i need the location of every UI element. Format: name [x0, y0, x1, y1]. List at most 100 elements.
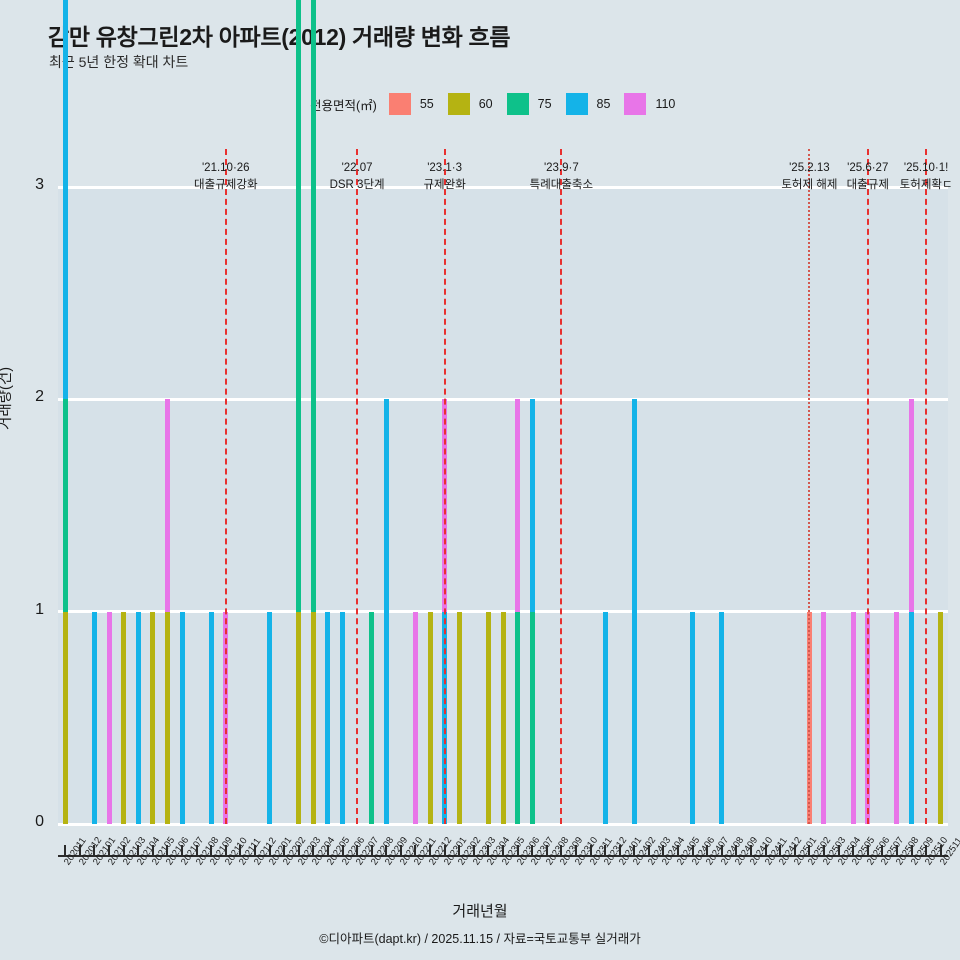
x-tick [852, 845, 855, 857]
event-marker-line [560, 149, 564, 824]
x-tick [618, 845, 621, 857]
bar-segment[interactable] [909, 611, 915, 824]
bar-segment[interactable] [383, 399, 389, 824]
bar-segment[interactable] [179, 611, 185, 824]
bar-segment[interactable] [456, 611, 462, 824]
legend-swatch-icon [624, 93, 647, 115]
x-tick [283, 845, 286, 857]
bar-segment[interactable] [106, 611, 112, 824]
x-tick [151, 845, 154, 857]
bar-segment[interactable] [135, 611, 141, 824]
y-tick-label: 1 [35, 600, 44, 618]
bar-segment[interactable] [340, 611, 345, 824]
bar-segment[interactable] [62, 399, 68, 612]
bar-segment[interactable] [121, 611, 127, 824]
event-annotation: '23.1·3 규제완화 [423, 160, 465, 194]
x-tick [706, 845, 709, 857]
event-annotation: '25.10·1! 토허제확ㄷ [900, 160, 953, 194]
legend-title: 전용면적(㎡) [310, 98, 377, 113]
x-tick [458, 845, 461, 857]
legend-item-55[interactable]: 55 [388, 93, 434, 115]
bar-segment[interactable] [515, 399, 521, 612]
event-date: '25.10·1! [903, 162, 949, 174]
x-tick [472, 845, 475, 857]
bar-segment[interactable] [485, 611, 491, 824]
event-annotation: '25.6·27 대출규제 [847, 160, 889, 194]
event-date: '21.10·26 [201, 162, 250, 174]
event-name: 토허제확ㄷ [899, 179, 953, 191]
x-tick [837, 845, 840, 857]
y-tick-label: 3 [35, 176, 44, 193]
legend-swatch-icon [447, 93, 470, 115]
event-date: '23.9·7 [543, 162, 579, 174]
x-tick [662, 845, 665, 857]
bar-segment[interactable] [850, 611, 856, 824]
bar-segment[interactable] [91, 611, 97, 824]
bar-segment[interactable] [296, 611, 302, 824]
bar-segment[interactable] [529, 399, 535, 612]
gridline-2 [58, 397, 948, 401]
legend-item-85[interactable]: 85 [565, 93, 611, 115]
legend-swatch-icon [388, 93, 411, 115]
legend-item-60[interactable]: 60 [447, 93, 493, 115]
legend-label: 85 [596, 97, 611, 111]
event-name: DSR 3단계 [329, 179, 385, 191]
bar-segment[interactable] [894, 611, 900, 824]
event-marker-line [808, 149, 812, 824]
x-tick [443, 845, 446, 857]
x-tick [326, 845, 329, 857]
bar-segment[interactable] [164, 399, 170, 612]
x-tick [137, 845, 140, 857]
bar-segment[interactable] [310, 611, 316, 824]
x-tick [822, 845, 825, 857]
event-date: '23.1·3 [427, 162, 463, 174]
x-tick [910, 845, 913, 857]
event-annotation: '25.2.13 토허제 해제 [781, 160, 837, 194]
bar-segment[interactable] [296, 0, 302, 612]
event-annotation: '21.10·26 대출규제강화 [194, 160, 257, 194]
bar-segment[interactable] [62, 611, 68, 824]
event-date: '25.6·27 [847, 162, 889, 174]
bar-segment[interactable] [631, 399, 637, 824]
gridline-0 [58, 822, 948, 826]
bar-segment[interactable] [164, 611, 170, 824]
x-tick [720, 845, 723, 857]
bar-segment[interactable] [909, 399, 915, 612]
x-tick [414, 845, 417, 857]
y-tick-label: 2 [35, 388, 44, 406]
bar-segment[interactable] [529, 611, 535, 824]
bar-segment[interactable] [150, 611, 156, 824]
legend-label: 75 [537, 97, 552, 111]
bar-segment[interactable] [602, 611, 608, 824]
x-tick [604, 845, 607, 857]
x-tick [793, 845, 796, 857]
legend-item-75[interactable]: 75 [506, 93, 552, 115]
x-tick [210, 845, 213, 857]
bar-segment[interactable] [62, 0, 68, 400]
bar-segment[interactable] [310, 0, 316, 612]
bar-segment[interactable] [325, 611, 331, 824]
bar-segment[interactable] [208, 611, 214, 824]
bar-segment[interactable] [369, 611, 375, 824]
legend-item-110[interactable]: 110 [624, 93, 675, 115]
x-tick [939, 845, 942, 857]
bar-segment[interactable] [500, 611, 506, 824]
event-date: '25.2.13 [789, 162, 830, 174]
bar-segment[interactable] [412, 611, 418, 824]
bar-segment[interactable] [267, 611, 273, 824]
bar-segment[interactable] [427, 611, 433, 824]
x-tick [531, 845, 534, 857]
bar-segment[interactable] [719, 611, 725, 824]
x-tick [195, 845, 198, 857]
bar-segment[interactable] [938, 611, 944, 824]
x-tick [633, 845, 636, 857]
bar-segment[interactable] [690, 611, 696, 824]
x-tick [750, 845, 753, 857]
event-marker-line [866, 149, 871, 824]
x-tick [166, 845, 169, 857]
x-tick [866, 845, 869, 857]
bar-segment[interactable] [515, 611, 521, 824]
bar-segment[interactable] [821, 611, 827, 824]
event-marker-line [925, 149, 929, 824]
x-tick [356, 845, 359, 857]
